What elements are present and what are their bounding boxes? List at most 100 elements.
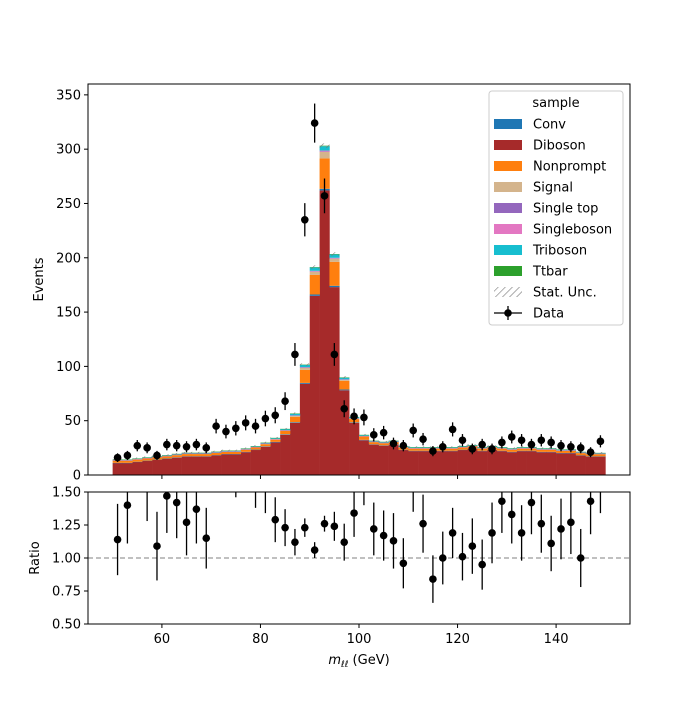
bar [576, 453, 586, 455]
bar [290, 417, 300, 422]
stat-unc-band [408, 446, 418, 448]
bar [172, 458, 182, 475]
data-point [311, 119, 319, 127]
bar [270, 442, 280, 475]
y-tick-label: 200 [56, 251, 81, 266]
bar [359, 437, 369, 440]
bar [418, 449, 428, 451]
bar [162, 459, 172, 475]
ratio-point [488, 529, 496, 537]
ratio-point [301, 524, 309, 532]
bar [320, 190, 330, 475]
bar [418, 451, 428, 475]
ratio-point [547, 540, 555, 548]
bar [596, 457, 606, 475]
stat-unc-band [280, 428, 290, 430]
bar [300, 368, 310, 370]
bar [310, 294, 320, 295]
bar [536, 452, 546, 475]
main-x-ticks [162, 475, 556, 479]
legend-title: sample [532, 96, 579, 111]
bar [320, 152, 330, 159]
bar [201, 454, 211, 456]
data-point [291, 351, 299, 359]
ratio-point [439, 554, 447, 562]
bar [162, 456, 172, 458]
stat-unc-band [300, 363, 310, 366]
stat-unc-band [270, 437, 280, 439]
x-tick-label: 80 [252, 632, 269, 647]
x-axis-label: mℓℓ (GeV) [328, 653, 389, 670]
bar [596, 454, 606, 456]
bar [349, 423, 359, 475]
bar [300, 370, 310, 383]
data-point [321, 192, 329, 200]
data-point [400, 442, 408, 450]
ratio-point [321, 520, 329, 528]
data-point [173, 442, 181, 450]
bar [241, 450, 251, 452]
ratio-point [202, 534, 210, 542]
y-tick-label: 0 [73, 469, 81, 484]
data-point [557, 442, 565, 450]
data-point [331, 351, 339, 359]
bar [438, 451, 448, 475]
bar [241, 452, 251, 475]
y-tick-label: 100 [56, 360, 81, 375]
bar [329, 286, 339, 287]
legend-swatch [494, 161, 522, 171]
bar [122, 461, 132, 463]
legend-swatch [494, 119, 522, 129]
ratio-y-axis-label: Ratio [28, 541, 43, 574]
data-point [518, 436, 526, 444]
ratio-point [380, 532, 388, 540]
bar [182, 454, 192, 456]
bar [379, 443, 389, 445]
y-tick-label: 0.75 [52, 585, 81, 600]
legend-label: Conv [533, 118, 566, 133]
y-tick-label: 1.25 [52, 519, 81, 534]
bar [221, 452, 231, 454]
ratio-point [311, 546, 319, 554]
bar [408, 449, 418, 451]
bar [448, 449, 458, 451]
data-point [133, 442, 141, 450]
bar [556, 453, 566, 475]
data-point [390, 440, 398, 448]
stat-unc-band [310, 265, 320, 269]
y-tick-label: 300 [56, 143, 81, 158]
bar [359, 440, 369, 475]
bar [221, 454, 231, 475]
bar [329, 262, 339, 286]
ratio-point [478, 561, 486, 569]
y-tick-label: 150 [56, 306, 81, 321]
stat-unc-band [320, 143, 330, 148]
stat-unc-band [241, 448, 251, 450]
data-point [153, 452, 161, 460]
stat-unc-band [260, 442, 270, 444]
ratio-point [350, 509, 358, 517]
data-point [567, 443, 575, 451]
data-point [350, 413, 358, 421]
x-tick-label: 120 [445, 632, 470, 647]
stat-unc-band [221, 450, 231, 452]
bar [211, 453, 221, 455]
ratio-point [183, 519, 191, 527]
main-y-axis-label: Events [32, 257, 47, 301]
ratio-point [390, 537, 398, 545]
legend-swatch [494, 224, 522, 234]
data-point [459, 436, 467, 444]
legend-swatch [494, 287, 522, 297]
stat-unc-band [507, 447, 517, 449]
x-tick-label: 60 [154, 632, 171, 647]
y-tick-label: 1.50 [52, 486, 81, 501]
bar [280, 435, 290, 475]
bar [132, 460, 142, 462]
ratio-point [567, 519, 575, 527]
data-point [380, 429, 388, 437]
ratio-points [114, 492, 601, 603]
ratio-point [281, 524, 289, 532]
data-point [114, 454, 122, 462]
ratio-point [153, 542, 161, 550]
